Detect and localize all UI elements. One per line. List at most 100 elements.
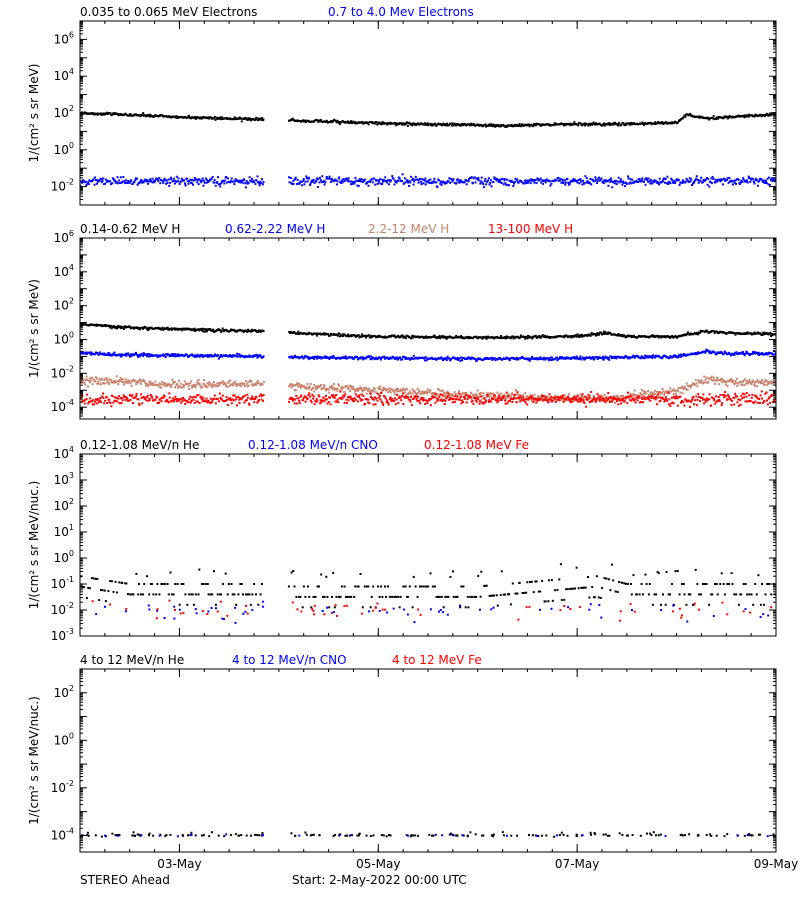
data-point [655,394,658,397]
data-point [411,334,414,337]
data-point [102,177,105,180]
data-point [660,392,663,395]
data-point [487,392,490,395]
data-point [708,350,711,353]
data-point [236,384,239,387]
data-point [589,334,592,337]
data-point [412,183,415,186]
data-point [345,177,348,180]
data-point [298,333,301,336]
data-point [531,397,534,400]
data-point [218,117,221,120]
data-point [233,180,236,183]
data-point [116,400,119,403]
data-point [496,123,499,126]
data-point [96,352,99,355]
data-point [402,388,405,391]
data-point [696,385,699,388]
data-point [645,392,648,395]
data-point [315,385,318,388]
data-point [114,379,117,382]
data-point [124,354,127,357]
data-point [524,398,527,401]
data-point [460,335,462,338]
data-point [558,357,561,360]
data-point [316,355,319,358]
data-point [177,353,179,356]
data-point [323,179,326,182]
panel-2-data [80,322,776,408]
data-point [134,396,137,399]
data-point [220,116,223,119]
data-point [581,333,584,336]
data-point [325,176,328,178]
data-point [579,334,582,336]
data-point [124,380,127,383]
data-point [735,377,738,380]
data-point [312,395,315,398]
data-point [643,392,646,395]
data-point [338,384,341,387]
data-point [462,392,465,395]
data-point [136,326,139,329]
data-point [578,358,581,361]
data-point [661,391,663,394]
data-point [148,353,151,356]
data-point [443,399,445,401]
data-point [659,335,662,338]
data-point [406,124,409,127]
data-point [697,351,700,354]
data-point [250,180,253,183]
data-point [422,391,425,394]
data-point [100,401,103,403]
data-point [722,352,725,355]
data-point [208,354,211,357]
data-point [174,182,176,185]
data-point [616,122,619,125]
data-point [766,177,769,180]
data-point [478,336,481,339]
data-point [112,352,115,355]
data-point [620,124,623,126]
data-point [343,401,346,404]
data-point [101,377,104,380]
data-point [527,357,530,360]
data-point [129,382,132,385]
data-point [404,389,406,392]
data-point [435,124,438,127]
data-point [316,119,319,122]
data-point [175,115,178,118]
data-point [103,183,105,186]
data-point [346,401,348,404]
data-point [437,336,440,339]
data-point [337,401,340,404]
data-point [102,392,104,395]
data-point [601,333,604,336]
data-point [514,389,517,391]
data-point [602,182,605,185]
data-point [459,336,462,339]
data-point [253,180,256,183]
data-point [581,396,584,399]
data-point [142,352,145,355]
data-point [244,399,247,402]
data-point [675,355,678,357]
data-point [335,394,338,397]
data-point [564,181,567,184]
data-point [765,182,768,185]
data-point [331,355,334,358]
data-point [121,378,124,381]
data-point [93,183,96,186]
data-point [82,112,85,115]
data-point [121,326,124,328]
data-point [321,175,324,178]
data-point [469,396,472,399]
data-point [200,117,203,120]
data-point [483,180,486,182]
data-point [688,384,691,387]
data-point [457,398,460,401]
data-point [118,402,121,405]
data-point [148,326,151,329]
data-point [530,124,533,127]
data-point [447,124,450,126]
